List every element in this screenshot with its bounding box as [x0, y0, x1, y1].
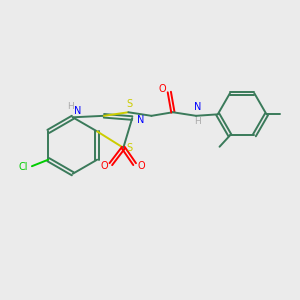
- Text: N: N: [194, 103, 201, 112]
- Text: S: S: [127, 143, 133, 153]
- Text: Cl: Cl: [18, 162, 28, 172]
- Text: H: H: [194, 117, 201, 126]
- Text: O: O: [100, 160, 108, 171]
- Text: H: H: [67, 101, 74, 110]
- Text: O: O: [158, 84, 166, 94]
- Text: O: O: [137, 160, 145, 171]
- Text: N: N: [137, 115, 144, 124]
- Text: N: N: [74, 106, 82, 116]
- Text: S: S: [127, 99, 133, 109]
